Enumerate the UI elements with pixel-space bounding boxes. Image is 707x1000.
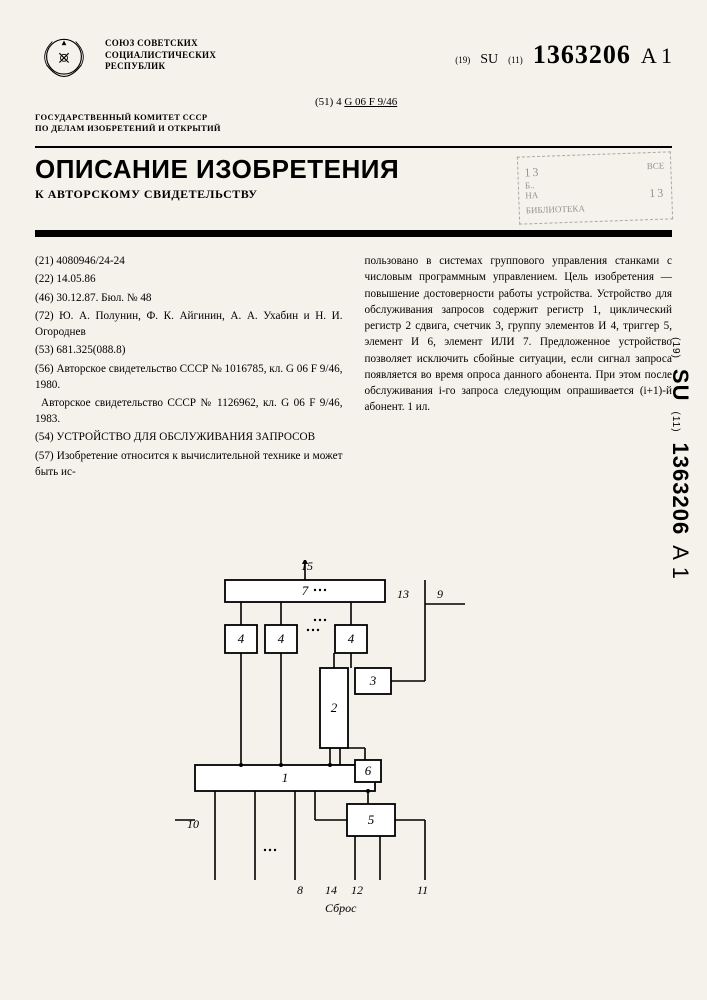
svg-text:12: 12 xyxy=(351,883,363,897)
svg-text:9: 9 xyxy=(437,587,443,601)
patent-number: (19) SU (11) 1363206 A 1 xyxy=(455,30,672,70)
svg-text:8: 8 xyxy=(297,883,303,897)
svg-text:13: 13 xyxy=(397,587,409,601)
doc-title: ОПИСАНИЕ ИЗОБРЕТЕНИЯ xyxy=(35,154,504,185)
side-patent-number: (19) SU (11) 1363206 A 1 xyxy=(667,337,693,580)
field-21: (21) 4080946/24-24 xyxy=(35,253,343,269)
svg-text:7: 7 xyxy=(302,583,309,598)
svg-text:3: 3 xyxy=(369,673,377,688)
svg-text:4: 4 xyxy=(348,631,355,646)
library-stamp: 13ВСЕ Б.. НА13 БИБЛИОТЕКА xyxy=(517,151,673,224)
abstract-body: пользовано в системах группового управле… xyxy=(365,253,673,415)
svg-text:14: 14 xyxy=(325,883,337,897)
svg-text:5: 5 xyxy=(368,812,375,827)
field-57: (57) Изобретение относится к вычислитель… xyxy=(35,448,343,480)
svg-text:10: 10 xyxy=(187,817,199,831)
rule-heavy xyxy=(35,230,672,237)
ipc-classification: (51) 4 G 06 F 9/46 xyxy=(315,96,672,108)
svg-text:2: 2 xyxy=(331,700,338,715)
ussr-emblem-icon xyxy=(35,30,93,88)
field-56a: (56) Авторское свидетельство СССР № 1016… xyxy=(35,361,343,393)
field-53: (53) 681.325(088.8) xyxy=(35,342,343,358)
field-72: (72) Ю. А. Полунин, Ф. К. Айгинин, А. А.… xyxy=(35,308,343,340)
svg-text:6: 6 xyxy=(365,763,372,778)
svg-text:11: 11 xyxy=(417,883,428,897)
svg-text:Сброс: Сброс xyxy=(325,901,357,915)
issuer-label: СОЮЗ СОВЕТСКИХ СОЦИАЛИСТИЧЕСКИХ РЕСПУБЛИ… xyxy=(105,30,216,73)
svg-text:4: 4 xyxy=(238,631,245,646)
svg-text:1: 1 xyxy=(282,770,289,785)
field-22: (22) 14.05.86 xyxy=(35,271,343,287)
circuit-diagram: 7 4 4 4 2 3 1 6 5 15 13 9 10 8 14 12 11 Сброс xyxy=(165,560,495,960)
rule-top xyxy=(35,146,672,148)
field-54: (54) УСТРОЙСТВО ДЛЯ ОБСЛУЖИВАНИЯ ЗАПРОСО… xyxy=(35,429,343,445)
svg-text:4: 4 xyxy=(278,631,285,646)
committee-label: ГОСУДАРСТВЕННЫЙ КОМИТЕТ СССР ПО ДЕЛАМ ИЗ… xyxy=(35,112,672,134)
field-46: (46) 30.12.87. Бюл. № 48 xyxy=(35,290,343,306)
left-column: (21) 4080946/24-24 (22) 14.05.86 (46) 30… xyxy=(35,253,343,482)
doc-subtitle: К АВТОРСКОМУ СВИДЕТЕЛЬСТВУ xyxy=(35,187,504,202)
right-column: пользовано в системах группового управле… xyxy=(365,253,673,482)
svg-text:15: 15 xyxy=(301,560,313,573)
field-56b: Авторское свидетельство СССР № 1126962, … xyxy=(35,395,343,427)
